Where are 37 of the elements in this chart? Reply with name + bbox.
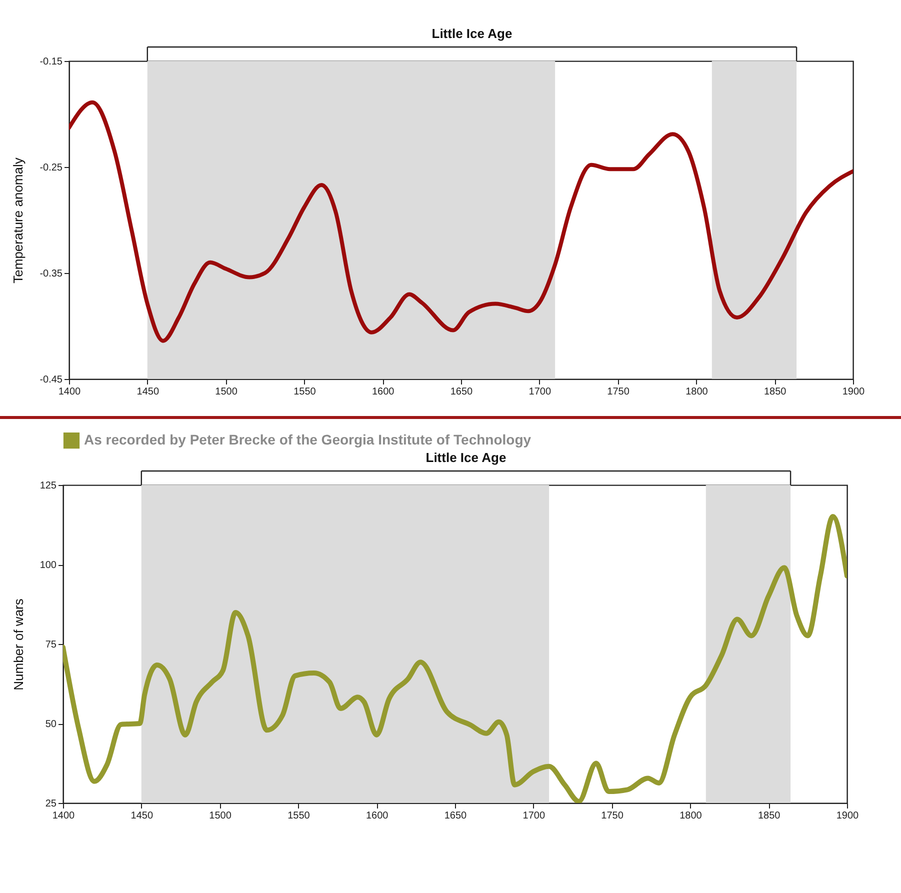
x-tick-label: 1450	[136, 386, 160, 398]
x-tick-label: 1550	[294, 386, 316, 398]
y-tick-label: -0.45	[40, 374, 63, 386]
y-tick-label: -0.35	[40, 268, 63, 280]
x-tick-label: 1900	[842, 386, 866, 398]
x-tick-label: 1400	[52, 810, 76, 822]
x-tick-label: 1600	[366, 810, 389, 822]
x-tick-label: 1500	[209, 810, 232, 822]
y-tick-label: 75	[45, 640, 57, 650]
text: Little Ice Age	[432, 26, 512, 41]
x-tick-label: 1750	[601, 810, 624, 822]
x-tick-label: 1550	[288, 810, 310, 822]
y-tick-label: 50	[45, 719, 57, 730]
x-tick-label: 1700	[528, 386, 552, 398]
x-tick-label: 1400	[58, 386, 82, 398]
x-tick-label: 1500	[215, 386, 238, 398]
x-tick-label: 1850	[764, 386, 787, 398]
x-tick-label: 1750	[607, 386, 630, 398]
text: Little Ice Age	[426, 450, 506, 465]
x-tick-label: 1450	[130, 810, 154, 822]
x-tick-label: 1850	[758, 810, 781, 822]
y-tick-label: 100	[40, 560, 57, 571]
y-axis-title: Number of wars	[10, 598, 26, 690]
x-tick-label: 1600	[372, 386, 395, 398]
x-tick-label: 1700	[522, 810, 546, 822]
x-tick-label: 1900	[836, 810, 860, 822]
y-tick-label: 125	[40, 480, 57, 492]
legend-label: As recorded by Peter Brecke of the Georgia Institute of Technology	[84, 432, 532, 448]
line-series	[69, 100, 853, 343]
y-tick-label: -0.15	[40, 56, 63, 68]
y-tick-label: -0.25	[40, 162, 63, 174]
x-tick-label: 1800	[680, 810, 702, 822]
x-tick-label: 1650	[450, 386, 474, 398]
y-axis-title: Temperature anomaly	[10, 157, 26, 284]
x-tick-label: 1800	[686, 386, 708, 398]
y-tick-label: 25	[45, 798, 57, 810]
x-tick-label: 1650	[444, 810, 468, 822]
